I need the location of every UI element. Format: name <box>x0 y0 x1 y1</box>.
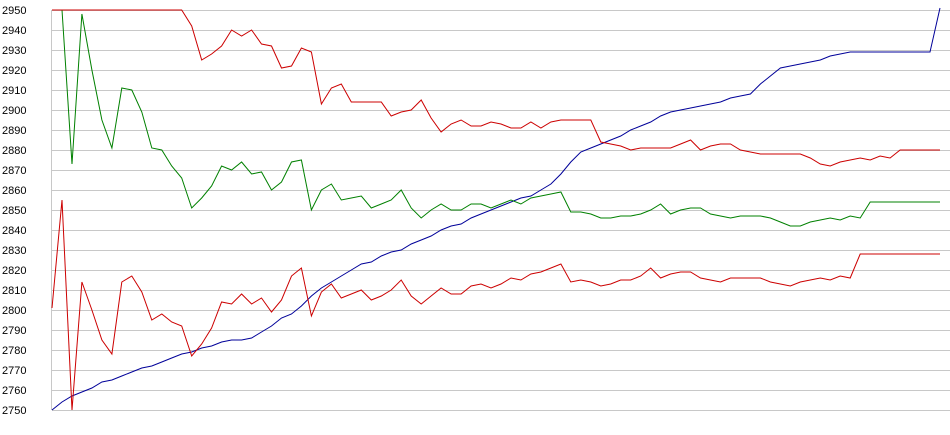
y-tick-label: 2870 <box>2 165 26 177</box>
y-tick-label: 2900 <box>2 105 26 117</box>
y-tick-label: 2920 <box>2 65 26 77</box>
series-line-1 <box>51 7 941 411</box>
y-tick-label: 2800 <box>2 305 26 317</box>
y-tick-label: 2840 <box>2 225 26 237</box>
y-tick-label: 2830 <box>2 245 26 257</box>
y-tick-label: 2780 <box>2 345 26 357</box>
y-tick-label: 2880 <box>2 145 26 157</box>
y-tick-label: 2860 <box>2 185 26 197</box>
y-tick-label: 2940 <box>2 25 26 37</box>
y-tick-label: 2820 <box>2 265 26 277</box>
y-tick-label: 2930 <box>2 45 26 57</box>
y-tick-label: 2850 <box>2 205 26 217</box>
series-lines <box>51 7 941 411</box>
y-tick-label: 2890 <box>2 125 26 137</box>
gridlines <box>52 10 950 411</box>
series-line-4 <box>51 199 940 411</box>
y-tick-label: 2810 <box>2 285 26 297</box>
y-tick-label: 2770 <box>2 365 26 377</box>
y-tick-label: 2750 <box>2 405 26 417</box>
series-line-3 <box>52 9 940 167</box>
y-tick-label: 2910 <box>2 85 26 97</box>
y-axis: 2750 2760 2770 2780 2790 2800 2810 2820 2830 2840… <box>2 5 52 417</box>
y-tick-label: 2760 <box>2 385 26 397</box>
series-line-2 <box>52 9 940 227</box>
y-tick-label: 2790 <box>2 325 26 337</box>
y-tick-label: 2950 <box>2 5 26 17</box>
